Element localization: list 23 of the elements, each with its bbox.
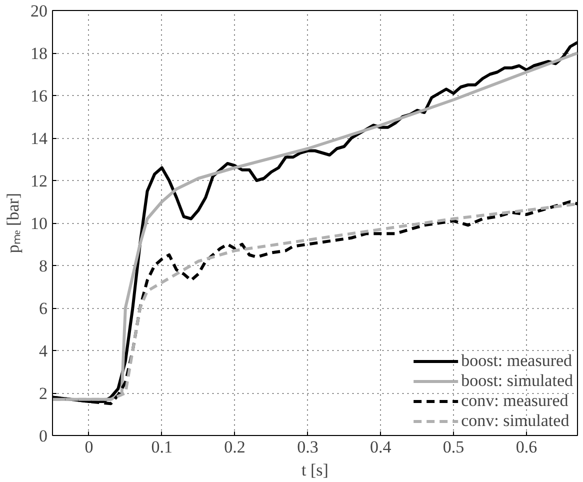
legend-label: boost: measured — [461, 351, 572, 371]
legend-label: conv: simulated — [461, 411, 570, 431]
x-tick-label: 0.4 — [370, 438, 392, 456]
x-tick-label: 0 — [84, 438, 94, 456]
y-tick-label: 14 — [30, 129, 48, 148]
x-tick-label: 0.3 — [297, 438, 318, 456]
legend-label: conv: measured — [461, 391, 568, 411]
y-tick-label: 10 — [30, 214, 48, 233]
legend-label: boost: simulated — [461, 371, 573, 391]
x-tick-label: 0.1 — [151, 438, 172, 456]
y-tick-label: 12 — [30, 172, 48, 190]
y-tick-label: 8 — [39, 256, 48, 276]
y-axis-title: pₘₑ [bar] — [4, 192, 22, 254]
x-tick-label: 0.6 — [516, 438, 538, 456]
y-tick-label: 4 — [39, 342, 48, 360]
x-tick-label: 0.5 — [442, 438, 464, 456]
x-axis-title: t [s] — [302, 460, 328, 480]
y-tick-label: 6 — [39, 299, 48, 318]
y-tick-label: 20 — [30, 2, 48, 20]
x-tick-label: 0.2 — [224, 438, 246, 456]
y-tick-label: 18 — [30, 44, 48, 63]
y-tick-label: 16 — [30, 86, 48, 106]
y-tick-label: 2 — [39, 384, 48, 403]
